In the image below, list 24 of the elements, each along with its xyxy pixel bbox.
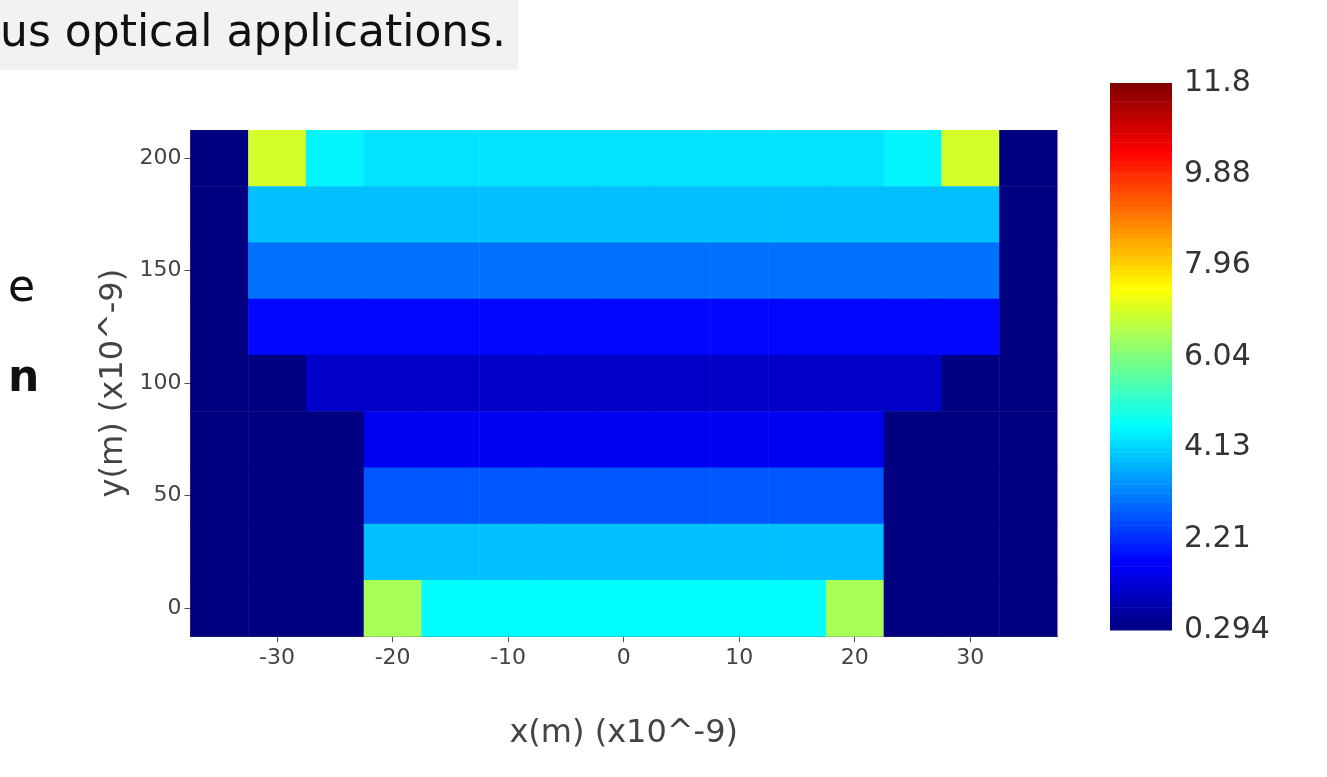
x-tick-label: 30 xyxy=(956,644,985,670)
color-bar-label: 9.88 xyxy=(1184,154,1251,190)
text: e xyxy=(8,260,36,312)
y-tick-label: 50 xyxy=(153,481,182,507)
color-bar-label: 7.96 xyxy=(1184,245,1251,281)
y-tick-label: 200 xyxy=(139,143,182,169)
color-bar-label: 0.294 xyxy=(1184,609,1270,645)
color-bar-label: 4.13 xyxy=(1184,427,1251,463)
x-tick-label: -20 xyxy=(374,644,411,670)
y-tick-label: 0 xyxy=(167,593,182,619)
x-tick-label: 20 xyxy=(840,644,869,670)
text: n xyxy=(8,350,40,402)
y-tick-label: 100 xyxy=(139,368,182,394)
text: us optical applications. xyxy=(0,5,507,57)
x-tick-label: -10 xyxy=(490,644,527,670)
y-tick-label: 150 xyxy=(139,256,182,282)
x-tick-label: -30 xyxy=(259,644,296,670)
x-tick-label: 10 xyxy=(725,644,754,670)
x-axis-title: x(m) (x10^-9) xyxy=(509,712,738,751)
x-tick-label: 0 xyxy=(616,644,631,670)
y-axis-title: y(m) (x10^-9) xyxy=(91,268,130,498)
color-bar-label: 11.8 xyxy=(1184,62,1251,98)
color-bar-label: 2.21 xyxy=(1184,518,1251,554)
color-bar-label: 6.04 xyxy=(1184,336,1251,372)
